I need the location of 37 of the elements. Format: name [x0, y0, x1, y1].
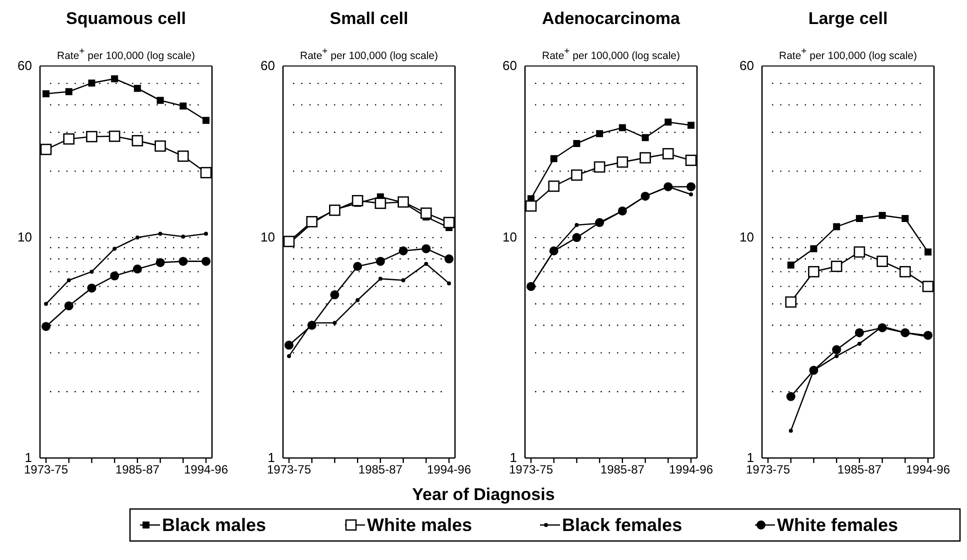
y-tick-label: 60	[18, 58, 32, 74]
chart-title: Squamous cell	[66, 9, 186, 28]
legend-label: Black males	[162, 515, 266, 535]
y-tick-label: 10	[502, 230, 517, 245]
x-axis-title: Year of Diagnosis	[412, 485, 555, 504]
x-tick-label: 1994-96	[906, 462, 950, 477]
x-tick-label: 1994-96	[426, 462, 472, 477]
y-tick-label: 60	[260, 58, 275, 74]
legend-label: White females	[777, 515, 898, 535]
x-tick-label: 1973-75	[266, 462, 312, 477]
y-axis-title: Rate$^{+}$ per 100,000 (log scale)	[56, 46, 196, 62]
chart-title: Small cell	[330, 9, 408, 28]
x-tick-label: 1994-96	[668, 462, 714, 477]
y-tick-label: 60	[740, 58, 754, 74]
y-axis-title: Rate$^{+}$ per 100,000 (log scale)	[300, 46, 438, 62]
x-tick-label: 1985-87	[837, 462, 882, 477]
x-tick-label: 1973-75	[508, 462, 554, 477]
y-tick-label: 1	[510, 450, 517, 466]
chart-title: Large cell	[808, 9, 888, 28]
chart-title: Adenocarcinoma	[542, 9, 680, 28]
legend-label: White males	[367, 515, 472, 535]
y-tick-label: 60	[502, 58, 517, 74]
y-tick-label: 10	[18, 230, 32, 245]
legend-label: Black females	[562, 515, 682, 535]
y-axis-title: Rate$^{+}$ per 100,000 (log scale)	[778, 46, 918, 62]
y-axis-title: Rate$^{+}$ per 100,000 (log scale)	[542, 46, 680, 62]
x-tick-label: 1994-96	[184, 462, 228, 477]
x-tick-label: 1973-75	[24, 462, 68, 477]
y-tick-label: 1	[24, 450, 32, 466]
x-tick-label: 1985-87	[115, 462, 160, 477]
x-tick-label: 1985-87	[358, 462, 403, 477]
y-tick-label: 10	[740, 230, 754, 245]
y-tick-label: 1	[746, 450, 754, 466]
x-tick-label: 1973-75	[746, 462, 790, 477]
y-tick-label: 10	[260, 230, 275, 245]
y-tick-label: 1	[268, 450, 275, 466]
x-tick-label: 1985-87	[600, 462, 645, 477]
